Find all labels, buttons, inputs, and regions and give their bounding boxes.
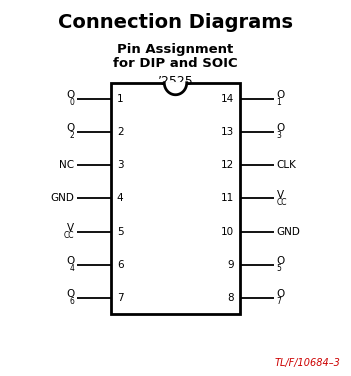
Text: 1: 1 bbox=[277, 98, 282, 107]
Text: 7: 7 bbox=[277, 297, 282, 306]
Polygon shape bbox=[164, 83, 187, 95]
Text: 0: 0 bbox=[69, 98, 74, 107]
Text: Pin Assignment: Pin Assignment bbox=[117, 43, 234, 56]
Text: 9: 9 bbox=[227, 260, 234, 270]
Text: O: O bbox=[66, 290, 74, 299]
Text: GND: GND bbox=[277, 227, 300, 237]
Text: O: O bbox=[277, 90, 285, 100]
Text: O: O bbox=[66, 90, 74, 100]
Text: 8: 8 bbox=[227, 293, 234, 303]
Text: O: O bbox=[277, 123, 285, 133]
Text: O: O bbox=[277, 290, 285, 299]
Text: GND: GND bbox=[51, 193, 74, 203]
Text: 14: 14 bbox=[221, 94, 234, 103]
Text: O: O bbox=[66, 123, 74, 133]
Text: O: O bbox=[277, 256, 285, 266]
Text: 2: 2 bbox=[117, 127, 124, 137]
Text: for DIP and SOIC: for DIP and SOIC bbox=[113, 57, 238, 70]
Text: Connection Diagrams: Connection Diagrams bbox=[58, 13, 293, 32]
Text: V: V bbox=[277, 190, 284, 200]
Text: 10: 10 bbox=[221, 227, 234, 237]
Text: TL/F/10684–3: TL/F/10684–3 bbox=[274, 358, 340, 368]
Text: 2: 2 bbox=[69, 131, 74, 140]
Text: 11: 11 bbox=[221, 193, 234, 203]
Text: 3: 3 bbox=[117, 160, 124, 170]
Text: ’2525: ’2525 bbox=[158, 75, 193, 88]
Text: 4: 4 bbox=[69, 264, 74, 273]
Text: 13: 13 bbox=[221, 127, 234, 137]
Text: 5: 5 bbox=[277, 264, 282, 273]
Bar bbox=[111, 83, 240, 314]
Text: O: O bbox=[66, 256, 74, 266]
Text: CLK: CLK bbox=[277, 160, 297, 170]
Text: 7: 7 bbox=[117, 293, 124, 303]
Text: V: V bbox=[67, 223, 74, 233]
Text: CC: CC bbox=[277, 198, 287, 206]
Text: 6: 6 bbox=[117, 260, 124, 270]
Text: 6: 6 bbox=[69, 297, 74, 306]
Text: 3: 3 bbox=[277, 131, 282, 140]
Text: 5: 5 bbox=[117, 227, 124, 237]
Text: CC: CC bbox=[64, 231, 74, 240]
Text: 4: 4 bbox=[117, 193, 124, 203]
Text: 12: 12 bbox=[221, 160, 234, 170]
Text: 1: 1 bbox=[117, 94, 124, 103]
Text: NC: NC bbox=[59, 160, 74, 170]
